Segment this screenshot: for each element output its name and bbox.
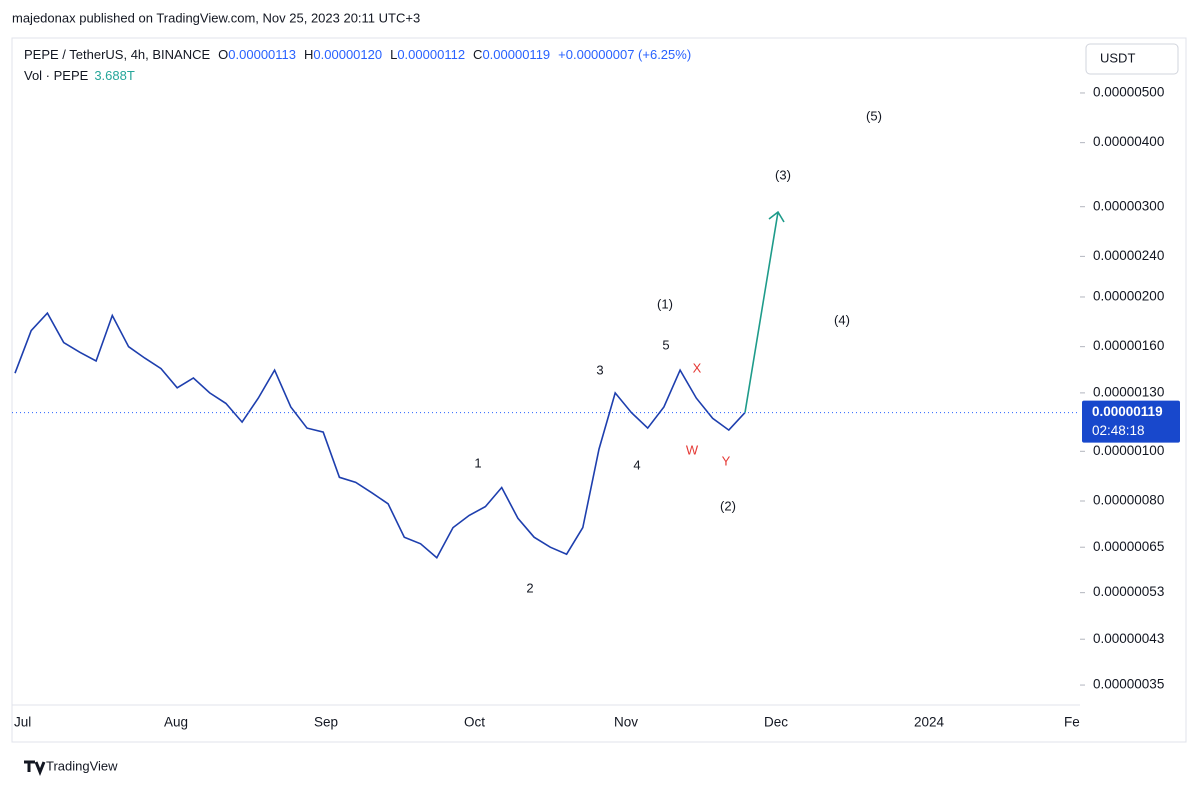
wave-label: X [693, 360, 702, 375]
y-tick-label: 0.00000043 [1093, 631, 1164, 646]
x-tick-label: Aug [164, 715, 188, 730]
y-tick-label: 0.00000035 [1093, 677, 1164, 692]
x-tick-label: Feb [1064, 715, 1087, 730]
ohlc-key: O [218, 47, 228, 62]
y-tick-label: 0.00000300 [1093, 198, 1164, 213]
brand: TradingView [46, 758, 118, 773]
wave-label: (3) [775, 167, 791, 182]
publisher: majedonax published on TradingView.com, … [12, 10, 420, 25]
wave-label: (5) [866, 108, 882, 123]
y-tick-label: 0.00000130 [1093, 384, 1164, 399]
symbol: PEPE / TetherUS, 4h, BINANCE O0.00000113 H… [24, 47, 691, 62]
projection-arrow [744, 210, 785, 413]
price-line [14, 311, 746, 559]
y-tick-label: 0.00000500 [1093, 85, 1164, 100]
countdown: 02:48:18 [1092, 423, 1145, 438]
wave-label: W [686, 442, 699, 457]
x-tick-label: Dec [764, 715, 788, 730]
y-tick-label: 0.00000400 [1093, 134, 1164, 149]
y-tick-label: 0.00000240 [1093, 248, 1164, 263]
ohlc-value: 0.00000119 [482, 47, 550, 62]
wave-label: 4 [633, 457, 640, 472]
y-tick-label: 0.00000080 [1093, 493, 1164, 508]
price-tag-label: 0.00000119 [1092, 404, 1163, 419]
volume-legend: Vol · PEPE 3.688T [24, 68, 135, 83]
x-tick-label: Sep [314, 715, 338, 730]
y-tick-label: 0.00000065 [1093, 539, 1164, 554]
change: +0.00000007 (+6.25%) [558, 47, 691, 62]
brand-logo [24, 760, 46, 777]
price-tag [1082, 400, 1180, 443]
x-tick-label: Jul [14, 715, 31, 730]
ohlc-value: 0.00000112 [397, 47, 465, 62]
plot: Jul Aug Sep Oct Nov Dec 2024 Feb (5) (3) (1) (4) 5 3 X… [14, 108, 1087, 730]
wave-label: 5 [662, 337, 669, 352]
wave-label: Y [722, 453, 731, 468]
y-tick-label: 0.00000200 [1093, 289, 1164, 304]
x-tick-label: Nov [614, 715, 638, 730]
ohlc-key: C [473, 47, 482, 62]
wave-label: 1 [474, 455, 481, 470]
x-tick-label: 2024 [914, 715, 945, 730]
ohlc-value: 0.00000113 [228, 47, 296, 62]
wave-label: 3 [596, 362, 603, 377]
x-tick-label: Oct [464, 715, 485, 730]
currency-button[interactable] [1085, 43, 1179, 75]
y-tick-label: 0.00000160 [1093, 338, 1164, 353]
currency: USDT [1100, 50, 1135, 65]
wave-label: (4) [834, 312, 850, 327]
wave-label: 2 [526, 580, 533, 595]
wave-label: (1) [657, 296, 673, 311]
ohlc-key: H [304, 47, 313, 62]
y-tick-label: 0.00000100 [1093, 443, 1164, 458]
frame [11, 37, 1187, 743]
y-tick-label: 0.00000053 [1093, 584, 1164, 599]
ohlc-key: L [390, 47, 397, 62]
ohlc-value: 0.00000120 [313, 47, 382, 62]
wave-label: (2) [720, 498, 736, 513]
